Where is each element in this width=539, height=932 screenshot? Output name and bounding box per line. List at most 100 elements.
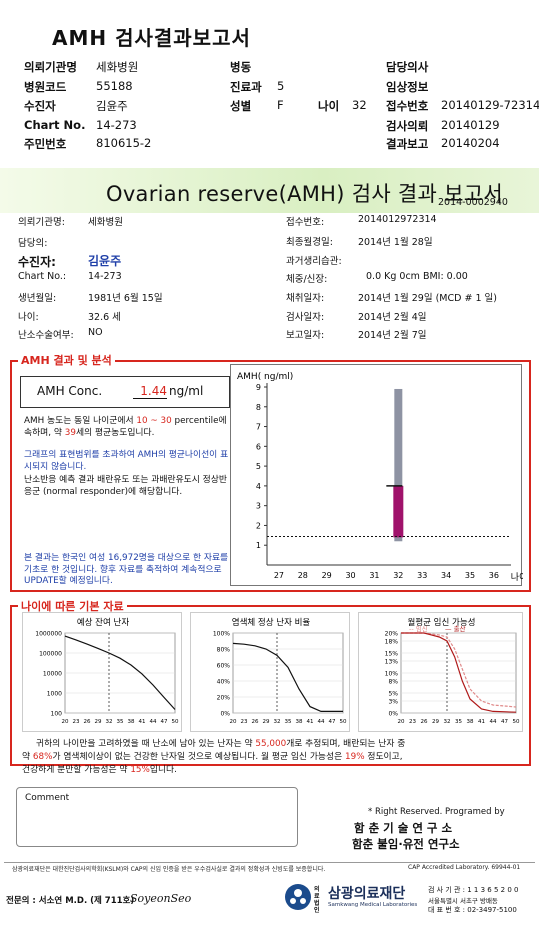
amh-y-tick-label: 5 bbox=[256, 462, 261, 471]
value-age: 32 bbox=[352, 98, 367, 112]
age-data-box bbox=[10, 606, 531, 766]
title-band bbox=[0, 168, 539, 213]
amh-x-tick-label: 31 bbox=[369, 571, 379, 580]
amh-x-tick-label: 28 bbox=[298, 571, 308, 580]
report-number: 2014-0002940 bbox=[438, 197, 508, 208]
s3v: 15% bbox=[130, 765, 150, 775]
comment-label: Comment bbox=[25, 793, 70, 803]
mini-y-tick-label: 1000 bbox=[47, 691, 62, 698]
amh-conc-value: 1.44 bbox=[133, 384, 167, 399]
r-label-patient: 수진자: bbox=[18, 255, 56, 269]
mini-x-tick-label: 50 bbox=[172, 719, 179, 725]
addr-line-1: 검 사 기 관 : 1 1 3 6 5 2 0 0 bbox=[428, 886, 519, 894]
r-label-client: 의뢰기관명: bbox=[18, 217, 65, 228]
amh-x-tick-label: 34 bbox=[441, 571, 451, 580]
mini-y-tick-label: 10000 bbox=[43, 671, 62, 678]
label-request-date: 검사의뢰 bbox=[386, 119, 429, 133]
mini-series-line bbox=[401, 632, 517, 713]
report-title: Ovarian reserve(AMH) 검사 결과 보고서 bbox=[106, 182, 504, 206]
mini-x-tick-label: 32 bbox=[444, 719, 451, 725]
org-logo-icon bbox=[284, 883, 312, 915]
s2c: 정도이고, bbox=[367, 752, 403, 762]
mini-x-tick-label: 32 bbox=[106, 719, 113, 725]
value-rrn: 810615-2 bbox=[96, 136, 152, 150]
pregnancy-line-chart: 월평균 임신 가능성 20%18% 15%13% 10%8% 5%3% 0%20 23 26 2… bbox=[385, 617, 520, 725]
amh-x-tick-label: 32 bbox=[393, 571, 403, 580]
label-ward: 병동 bbox=[230, 60, 252, 74]
mini-x-tick-label: 20 bbox=[62, 719, 69, 725]
mini-x-tick-label: 29 bbox=[432, 719, 439, 725]
amh-paragraph-source: 본 결과는 한국인 여성 16,972명을 대상으로 한 자료를 기초로 한 것… bbox=[24, 553, 229, 586]
mini-y-tick-label: 0% bbox=[388, 711, 398, 718]
addr-line-2: 서울특별시 서초구 방배동 bbox=[428, 897, 498, 905]
footer-rule bbox=[4, 862, 535, 863]
mini-chart-eggs: 예상 잔여 난자 1000000 100000 10000 1000 100 20 23 26 2… bbox=[22, 612, 182, 732]
label-client: 의뢰기관명 bbox=[24, 60, 77, 74]
amh-y-tick-label: 9 bbox=[256, 383, 261, 392]
mini-x-tick-label: 47 bbox=[501, 719, 508, 725]
mini-y-tick-label: 60% bbox=[217, 663, 231, 670]
mini-x-tick-label: 50 bbox=[340, 719, 347, 725]
mini-y-tick-label: 18% bbox=[385, 639, 399, 646]
r-label-surgery: 난소수술여부: bbox=[18, 330, 74, 341]
r-label-test-date: 검사일자: bbox=[286, 312, 325, 323]
r-label-chart-no: Chart No.: bbox=[18, 271, 67, 282]
org-name-en: Samkwang Medical Laboratories bbox=[328, 902, 418, 908]
amh-box bbox=[393, 485, 404, 538]
mini-chart-title: 예상 잔여 난자 bbox=[77, 617, 130, 628]
mini-chart-title: 염색체 정상 난자 비율 bbox=[232, 617, 311, 628]
r-value-report-date: 2014년 2월 7일 bbox=[358, 330, 427, 341]
amh-paragraph-range: 그래프의 표현범위를 초과하여 AMH의 평균나이선이 표시되지 않습니다. bbox=[24, 450, 229, 472]
label-age: 나이 bbox=[318, 99, 340, 113]
amh-conc-label: AMH Conc. bbox=[37, 384, 103, 398]
value-receipt-no: 20140129-72314 bbox=[441, 98, 539, 112]
mini-series-line bbox=[232, 642, 343, 712]
mini-y-tick-label: 8% bbox=[388, 679, 398, 686]
lab-name-2: 함춘 불임·유전 연구소 bbox=[352, 837, 460, 851]
rights-text: * Right Reserved. Programed by bbox=[368, 807, 505, 817]
r-value-collect: 2014년 1월 29일 (MCD # 1 일) bbox=[358, 293, 497, 304]
doctor-signature: SoyeonSeo bbox=[130, 892, 192, 905]
p1d: 39 bbox=[64, 427, 76, 438]
mini-legend-item: — 출산 bbox=[445, 624, 466, 633]
r-label-doctor: 담당의: bbox=[18, 238, 48, 249]
s2a: 약 bbox=[22, 752, 31, 762]
r-label-history: 과거생리습관: bbox=[286, 256, 342, 267]
mini-y-tick-label: 100000 bbox=[39, 651, 62, 658]
value-hospital-code: 55188 bbox=[96, 79, 133, 93]
s3b: 입니다. bbox=[149, 765, 177, 775]
mini-y-tick-label: 0% bbox=[220, 711, 230, 718]
mini-chart-normal: 염색체 정상 난자 비율 100% 80% 60% 40% 20% 0% 20 23 26 29 32… bbox=[190, 612, 350, 732]
mini-y-tick-label: 1000000 bbox=[35, 631, 62, 638]
mini-x-tick-label: 20 bbox=[230, 719, 237, 725]
mini-y-tick-label: 100 bbox=[51, 711, 63, 718]
r-value-lmp: 2014년 1월 28일 bbox=[358, 237, 433, 248]
amh-conc-unit: ng/ml bbox=[169, 384, 204, 398]
mini-x-tick-label: 26 bbox=[84, 719, 91, 725]
r-label-report-date: 보고일자: bbox=[286, 330, 325, 341]
p1e: 세의 평균농도입니다. bbox=[75, 427, 155, 438]
mini-x-tick-label: 29 bbox=[95, 719, 102, 725]
mini-y-tick-label: 80% bbox=[217, 647, 231, 654]
doctor-label: 전문의 : 서소연 M.D. (제 711호) bbox=[6, 896, 135, 906]
amh-chart-frame: AMH( ng/ml) 1 2 3 4 5 6 7 8 9 27 28 29 30 31 32 33 34 35 36… bbox=[230, 364, 527, 586]
s3a: 건강하게 분만할 가능성은 약 bbox=[22, 765, 128, 775]
amh-x-tick-label: 35 bbox=[465, 571, 475, 580]
amh-analysis-box bbox=[10, 360, 531, 592]
mini-x-tick-label: 35 bbox=[117, 719, 124, 725]
r-value-age: 32.6 세 bbox=[88, 312, 121, 323]
label-patient: 수진자 bbox=[24, 99, 56, 113]
amh-paragraph-percentile: AMH 농도는 동일 나이군에서 10 ~ 30 percentile에 속하며… bbox=[24, 416, 228, 439]
value-client: 세화병원 bbox=[96, 60, 139, 74]
amh-x-tick-label: 27 bbox=[274, 571, 284, 580]
value-report-date: 20140204 bbox=[441, 136, 500, 150]
amh-y-tick-label: 6 bbox=[256, 442, 261, 451]
mini-x-tick-label: 29 bbox=[263, 719, 270, 725]
label-sex: 성별 bbox=[230, 99, 252, 113]
mini-x-tick-label: 38 bbox=[128, 719, 135, 725]
lab-name-1: 함 춘 기 술 연 구 소 bbox=[354, 821, 453, 835]
value-dept: 5 bbox=[277, 79, 285, 93]
